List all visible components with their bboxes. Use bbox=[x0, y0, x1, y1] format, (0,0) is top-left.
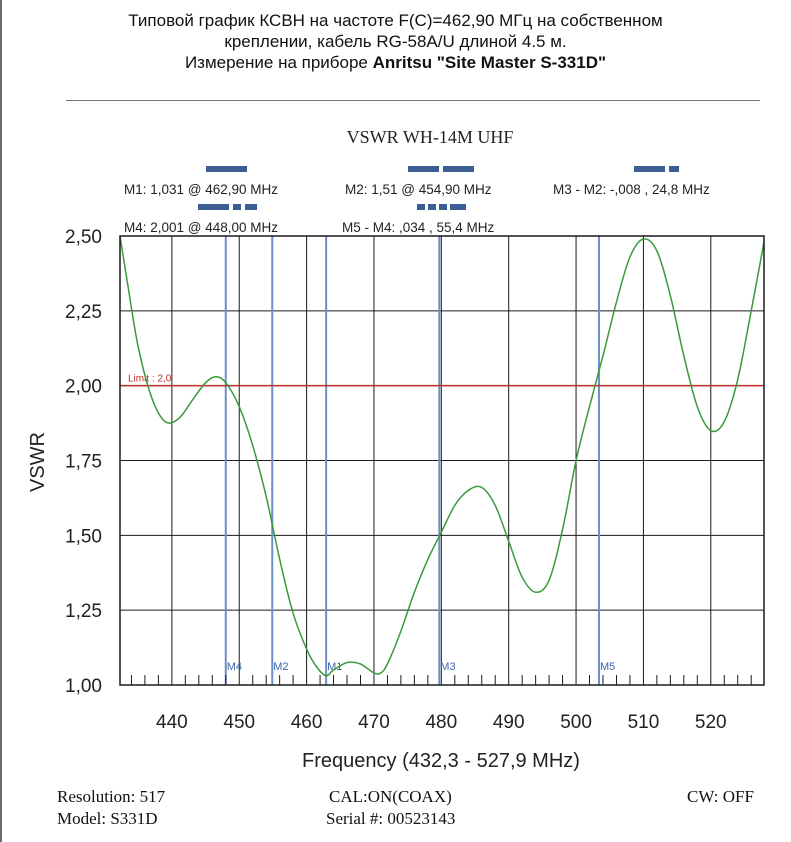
chart-title: VSWR WH-14M UHF bbox=[347, 127, 514, 147]
minor-ticks bbox=[130, 675, 752, 685]
header-line-1: Типовой график КСВН на частоте F(C)=462,… bbox=[128, 11, 663, 30]
x-tick-label: 440 bbox=[156, 712, 188, 733]
header-line-3: Измерение на приборе Anritsu "Site Maste… bbox=[0, 52, 791, 73]
footer-cal: CAL:ON(COAX) bbox=[329, 787, 452, 806]
x-tick-label: 470 bbox=[358, 712, 390, 733]
marker-label-m1: M1 bbox=[327, 661, 342, 673]
footer-model: Model: S331D bbox=[57, 809, 158, 828]
readout-m2: M2: 1,51 @ 454,90 MHz bbox=[345, 182, 492, 197]
readout-bar bbox=[439, 204, 447, 210]
header-line-2: креплении, кабель RG-58A/U длиной 4.5 м. bbox=[224, 32, 567, 51]
page-header: Типовой график КСВН на частоте F(C)=462,… bbox=[0, 10, 791, 73]
readout-m4: M4: 2,001 @ 448,00 MHz bbox=[124, 220, 278, 235]
x-tick-label: 450 bbox=[223, 712, 255, 733]
header-divider bbox=[66, 100, 760, 101]
readout-bar bbox=[206, 166, 247, 172]
x-tick-label: 520 bbox=[695, 712, 727, 733]
page-left-edge bbox=[0, 0, 2, 842]
y-tick-label: 2,00 bbox=[65, 377, 102, 398]
readout-m1: M1: 1,031 @ 462,90 MHz bbox=[124, 182, 278, 197]
readout-bar bbox=[233, 204, 241, 210]
x-tick-label: 480 bbox=[425, 712, 457, 733]
y-tick-label: 2,25 bbox=[65, 302, 102, 323]
readout-bar bbox=[443, 166, 474, 172]
footer-resolution: Resolution: 517 bbox=[57, 787, 166, 806]
plot-frame bbox=[119, 235, 765, 686]
x-tick-label: 490 bbox=[493, 712, 525, 733]
readout-bar bbox=[198, 204, 229, 210]
readout-bar bbox=[450, 204, 466, 210]
footer-cw: CW: OFF bbox=[687, 787, 754, 806]
readout-m3-m2: M3 - M2: -,008 , 24,8 MHz bbox=[553, 182, 710, 197]
limit-line-group: Limit : 2,0 bbox=[120, 374, 764, 387]
plot-grid bbox=[120, 235, 764, 686]
x-tick-label: 460 bbox=[291, 712, 323, 733]
vswr-trace-group bbox=[119, 235, 765, 677]
readout-m5-m4: M5 - M4: ,034 , 55,4 MHz bbox=[342, 220, 495, 235]
readout-bar bbox=[245, 204, 257, 210]
readout-bar bbox=[408, 166, 439, 172]
marker-label-m4: M4 bbox=[227, 661, 242, 673]
tick-labels: 1,00 1,25 1,50 1,75 2,00 2,25 2,50 440 450 460 470… bbox=[65, 227, 727, 733]
vswr-trace bbox=[119, 235, 765, 677]
marker-lines: M1 M2 M3 M4 M5 bbox=[224, 236, 615, 685]
y-tick-label: 1,25 bbox=[65, 601, 102, 622]
y-axis-label: VSWR bbox=[27, 432, 49, 492]
marker-label-m2: M2 bbox=[273, 661, 288, 673]
header-line-3-prefix: Измерение на приборе bbox=[184, 53, 373, 72]
limit-label: Limit : 2,0 bbox=[128, 374, 172, 385]
y-tick-label: 1,75 bbox=[65, 452, 102, 473]
footer-serial: Serial #: 00523143 bbox=[326, 809, 456, 828]
instrument-name: Anritsu "Site Master S-331D" bbox=[372, 53, 607, 72]
x-tick-label: 510 bbox=[628, 712, 660, 733]
readout-bars bbox=[198, 166, 679, 210]
readout-bar bbox=[428, 204, 436, 210]
marker-label-m3: M3 bbox=[440, 661, 455, 673]
readout-bar bbox=[634, 166, 665, 172]
x-axis-label: Frequency (432,3 - 527,9 MHz) bbox=[302, 750, 580, 772]
axis-frame bbox=[119, 235, 765, 686]
marker-label-m5: M5 bbox=[600, 661, 615, 673]
x-tick-label: 500 bbox=[560, 712, 592, 733]
y-tick-label: 1,00 bbox=[65, 676, 102, 697]
readout-bar bbox=[417, 204, 425, 210]
y-tick-label: 2,50 bbox=[65, 227, 102, 248]
y-tick-label: 1,50 bbox=[65, 526, 102, 547]
readout-bar bbox=[669, 166, 679, 172]
